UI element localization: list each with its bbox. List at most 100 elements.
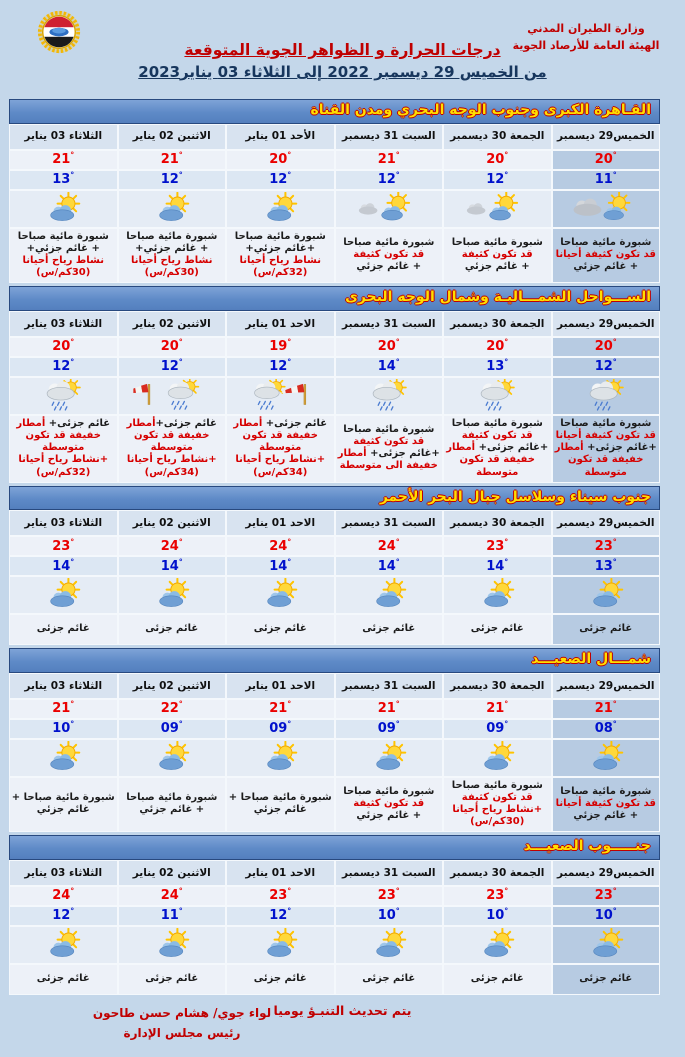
high-temp: 21° <box>226 698 335 719</box>
signature-role: رئيس مجلس الإدارة <box>123 1026 241 1041</box>
high-temp: 23° <box>443 885 552 906</box>
day-header: الثلاثاء 03 يناير <box>9 859 118 886</box>
mist-sun-weather-icon <box>551 189 660 228</box>
day-header: الثلاثاء 03 يناير <box>9 310 118 337</box>
forecast-text: شبورة مائية صباحا قد تكون كثيفة +غائم جزئى… <box>334 414 443 483</box>
partly-weather-icon <box>443 576 552 615</box>
day-header: الاحد 01 يناير <box>226 859 335 886</box>
region-title-bar: جنوب سيناء وسلاسل جبال البحر الأحمر <box>9 485 660 511</box>
region-title-bar: شمـــال الصعيـــد <box>9 648 660 673</box>
low-temp: 14° <box>443 556 552 577</box>
forecast-text: شبورة مائية صباحا قد تكون كثيفة أحيانا + غ… <box>551 227 660 284</box>
forecast-text: غائم جزئى <box>443 614 552 646</box>
partly-weather-icon <box>9 738 118 777</box>
day-header: الجمعة 30 ديسمبر <box>443 510 552 537</box>
day-header: الاثنين 02 يناير <box>117 510 226 537</box>
forecast-text: غائم جزئى <box>9 963 118 995</box>
forecast-text: غائم جزئى <box>334 963 443 995</box>
high-temp: 20° <box>117 336 226 357</box>
day-header: الخميس29 ديسمبر <box>551 310 660 337</box>
high-temp: 20° <box>443 149 552 170</box>
low-temp: 12° <box>9 905 118 926</box>
region-title: جنوب سيناء وسلاسل جبال البحر الأحمر <box>379 488 651 505</box>
partly-weather-icon <box>226 738 335 777</box>
high-temp: 23° <box>334 885 443 906</box>
day-header: الخميس29 ديسمبر <box>551 123 660 150</box>
high-temp: 21° <box>334 149 443 170</box>
forecast-text: غائم جزئى <box>117 614 226 646</box>
forecast-text: غائم جزئى <box>551 614 660 646</box>
mist-partly-weather-icon <box>334 189 443 228</box>
rain-windy-r-weather-icon <box>226 376 335 415</box>
partly-weather-icon <box>334 576 443 615</box>
high-temp: 24° <box>117 885 226 906</box>
forecast-text: شبورة مائية صباحا قد تكون كثيفة أحيانا +غا… <box>551 414 660 483</box>
partly-weather-icon <box>226 925 335 964</box>
forecast-text: شبورة مائية صباحا قد تكون كثيفة أحيانا + غ… <box>551 776 660 833</box>
page-header: وزارة الطيران المدني الهيئة العامة للأرص… <box>0 0 685 99</box>
high-temp: 20° <box>551 336 660 357</box>
partly-weather-icon <box>226 189 335 228</box>
low-temp: 10° <box>443 905 552 926</box>
high-temp: 21° <box>117 149 226 170</box>
partly-weather-icon <box>9 189 118 228</box>
high-temp: 19° <box>226 336 335 357</box>
region-forecast-table: القـاهرة الكبرى وجنوب الوجه البحري ومدن … <box>9 99 660 284</box>
partly-weather-icon <box>334 925 443 964</box>
low-temp: 14° <box>117 556 226 577</box>
partly-weather-icon <box>9 576 118 615</box>
partly-weather-icon <box>117 925 226 964</box>
rain-sun-weather-icon <box>443 376 552 415</box>
high-temp: 20° <box>9 336 118 357</box>
sections: القـاهرة الكبرى وجنوب الوجه البحري ومدن … <box>0 99 685 995</box>
day-header: الثلاثاء 03 يناير <box>9 510 118 537</box>
signature-name: لواء جوي/ هشام حسن طاحون <box>92 1005 272 1020</box>
region-title: القـاهرة الكبرى وجنوب الوجه البحري ومدن … <box>310 102 652 118</box>
forecast-text: شبورة مائية صباحا قد تكون كثيفة + غائم جزئ… <box>334 227 443 284</box>
day-header: الأحد 01 يناير <box>226 123 335 150</box>
low-temp: 12° <box>226 905 335 926</box>
partly-weather-icon <box>117 189 226 228</box>
forecast-text: شبورة مائية صباحا +غائم جزئي+ نشاط رياح أح… <box>226 227 335 284</box>
day-header: الجمعة 30 ديسمبر <box>443 123 552 150</box>
forecast-text: غائم جزئى <box>334 614 443 646</box>
day-header: السبت 31 ديسمبر <box>334 672 443 699</box>
high-temp: 24° <box>334 536 443 557</box>
low-temp: 12° <box>551 356 660 377</box>
forecast-text: غائم جزئى <box>551 963 660 995</box>
high-temp: 21° <box>443 698 552 719</box>
forecast-text: غائم جزئى <box>117 963 226 995</box>
high-temp: 23° <box>9 536 118 557</box>
high-temp: 21° <box>334 698 443 719</box>
low-temp: 10° <box>334 905 443 926</box>
low-temp: 13° <box>9 169 118 190</box>
partly-weather-icon <box>551 576 660 615</box>
high-temp: 23° <box>226 885 335 906</box>
forecast-text: شبورة مائية صباحا قد تكون كثيفة +نشاط رياح… <box>443 776 552 833</box>
forecast-grid: الخميس29 ديسمبر الجمعة 30 ديسمبر السبت 31 … <box>9 310 660 483</box>
low-temp: 12° <box>443 169 552 190</box>
day-header: السبت 31 ديسمبر <box>334 859 443 886</box>
day-header: السبت 31 ديسمبر <box>334 310 443 337</box>
region-title-bar: الســـواحل الشمـــاليـة وشمال الوجه البح… <box>9 286 660 311</box>
forecast-text: شبورة مائية صباحا + غائم جزئي <box>117 776 226 833</box>
page-title: درجات الحرارة و الظواهر الجوية المتوقعة <box>184 41 501 59</box>
high-temp: 20° <box>226 149 335 170</box>
forecast-text: شبورة مائية صباحا + غائم جزئي <box>226 776 335 833</box>
forecast-text: غائم جزئى+ أمطار خفيفة قد تكون متوسطة +نشا… <box>9 414 118 483</box>
day-header: الخميس29 ديسمبر <box>551 672 660 699</box>
low-temp: 11° <box>551 169 660 190</box>
low-temp: 12° <box>226 356 335 377</box>
day-header: الاثنين 02 يناير <box>117 310 226 337</box>
high-temp: 24° <box>226 536 335 557</box>
day-header: الثلاثاء 03 يناير <box>9 672 118 699</box>
day-header: الخميس29 ديسمبر <box>551 510 660 537</box>
forecast-text: شبورة مائية صباحا + غائم جزئي+ نشاط رياح أ… <box>9 227 118 284</box>
agency-line1: وزارة الطيران المدني <box>527 22 645 35</box>
low-temp: 09° <box>226 718 335 739</box>
high-temp: 22° <box>117 698 226 719</box>
forecast-text: غائم جزئى+ أمطار خفيفة قد تكون متوسطة +نشا… <box>226 414 335 483</box>
rain-sun-weather-icon <box>551 376 660 415</box>
forecast-text: شبورة مائية صباحا + غائم جزئي <box>9 776 118 833</box>
low-temp: 09° <box>117 718 226 739</box>
